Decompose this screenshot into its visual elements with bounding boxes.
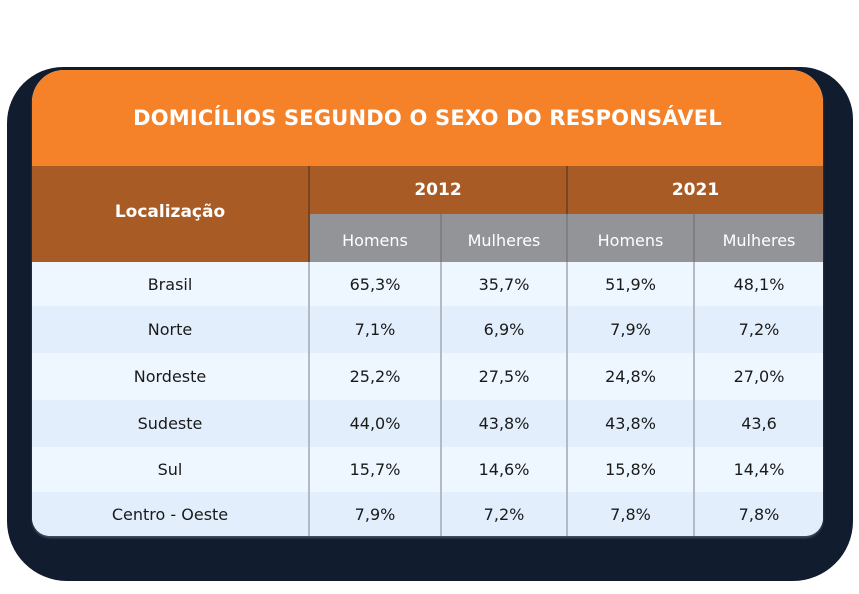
table-row: Centro - Oeste 7,9% 7,2% 7,8% 7,8% bbox=[32, 492, 823, 536]
table-row: Norte 7,1% 6,9% 7,9% 7,2% bbox=[32, 306, 823, 353]
data-table-card: DOMICÍLIOS SEGUNDO O SEXO DO RESPONSÁVEL… bbox=[32, 70, 823, 536]
cell-value: 7,8% bbox=[738, 504, 780, 524]
cell-value: 15,7% bbox=[349, 460, 401, 479]
cell-location: Nordeste bbox=[133, 367, 207, 386]
column-divider bbox=[308, 166, 310, 262]
table-row: Sul 15,7% 14,6% 15,8% 14,4% bbox=[32, 447, 823, 492]
cell-value: 7,9% bbox=[354, 504, 396, 524]
cell-value: 43,8% bbox=[478, 414, 530, 433]
column-divider bbox=[566, 214, 568, 262]
header-location: Localização bbox=[32, 166, 308, 262]
cell-value: 43,8% bbox=[605, 414, 656, 433]
cell-value: 15,8% bbox=[605, 460, 656, 479]
header-year-2012: 2012 bbox=[310, 166, 566, 214]
column-divider bbox=[440, 262, 442, 536]
cell-value: 7,2% bbox=[483, 504, 525, 524]
subheader-2021-homens: Homens bbox=[568, 214, 693, 262]
cell-value: 14,4% bbox=[733, 460, 785, 479]
subheader-2012-mulheres: Mulheres bbox=[442, 214, 566, 262]
cell-location: Brasil bbox=[147, 274, 193, 294]
cell-value: 7,9% bbox=[610, 320, 651, 339]
subheader-2021-mulheres: Mulheres bbox=[695, 214, 823, 262]
cell-location: Sul bbox=[157, 460, 183, 479]
table-row: Nordeste 25,2% 27,5% 24,8% 27,0% bbox=[32, 353, 823, 400]
cell-value: 24,8% bbox=[605, 367, 656, 386]
cell-location: Norte bbox=[147, 320, 193, 339]
table-title: DOMICÍLIOS SEGUNDO O SEXO DO RESPONSÁVEL bbox=[32, 70, 823, 166]
cell-location: Sudeste bbox=[137, 414, 203, 433]
column-divider bbox=[693, 262, 695, 536]
cell-value: 48,1% bbox=[733, 274, 785, 294]
header-year-2021: 2021 bbox=[568, 166, 823, 214]
cell-value: 7,8% bbox=[610, 504, 651, 524]
column-divider bbox=[440, 214, 442, 262]
subheader-2012-homens: Homens bbox=[310, 214, 440, 262]
cell-value: 44,0% bbox=[349, 414, 401, 433]
column-divider bbox=[566, 166, 568, 214]
column-divider bbox=[693, 214, 695, 262]
cell-value: 7,1% bbox=[354, 320, 396, 339]
cell-value: 25,2% bbox=[349, 367, 401, 386]
column-divider bbox=[566, 262, 568, 536]
cell-value: 35,7% bbox=[478, 274, 530, 294]
cell-value: 51,9% bbox=[605, 274, 656, 294]
cell-value: 6,9% bbox=[483, 320, 525, 339]
table-row: Sudeste 44,0% 43,8% 43,8% 43,6 bbox=[32, 400, 823, 447]
cell-value: 27,0% bbox=[733, 367, 785, 386]
cell-value: 7,2% bbox=[738, 320, 780, 339]
cell-value: 43,6 bbox=[741, 414, 777, 433]
cell-location: Centro - Oeste bbox=[111, 504, 229, 524]
cell-value: 27,5% bbox=[478, 367, 530, 386]
column-divider bbox=[308, 262, 310, 536]
cell-value: 65,3% bbox=[349, 274, 401, 294]
cell-value: 14,6% bbox=[478, 460, 530, 479]
table-row: Brasil 65,3% 35,7% 51,9% 48,1% bbox=[32, 262, 823, 306]
